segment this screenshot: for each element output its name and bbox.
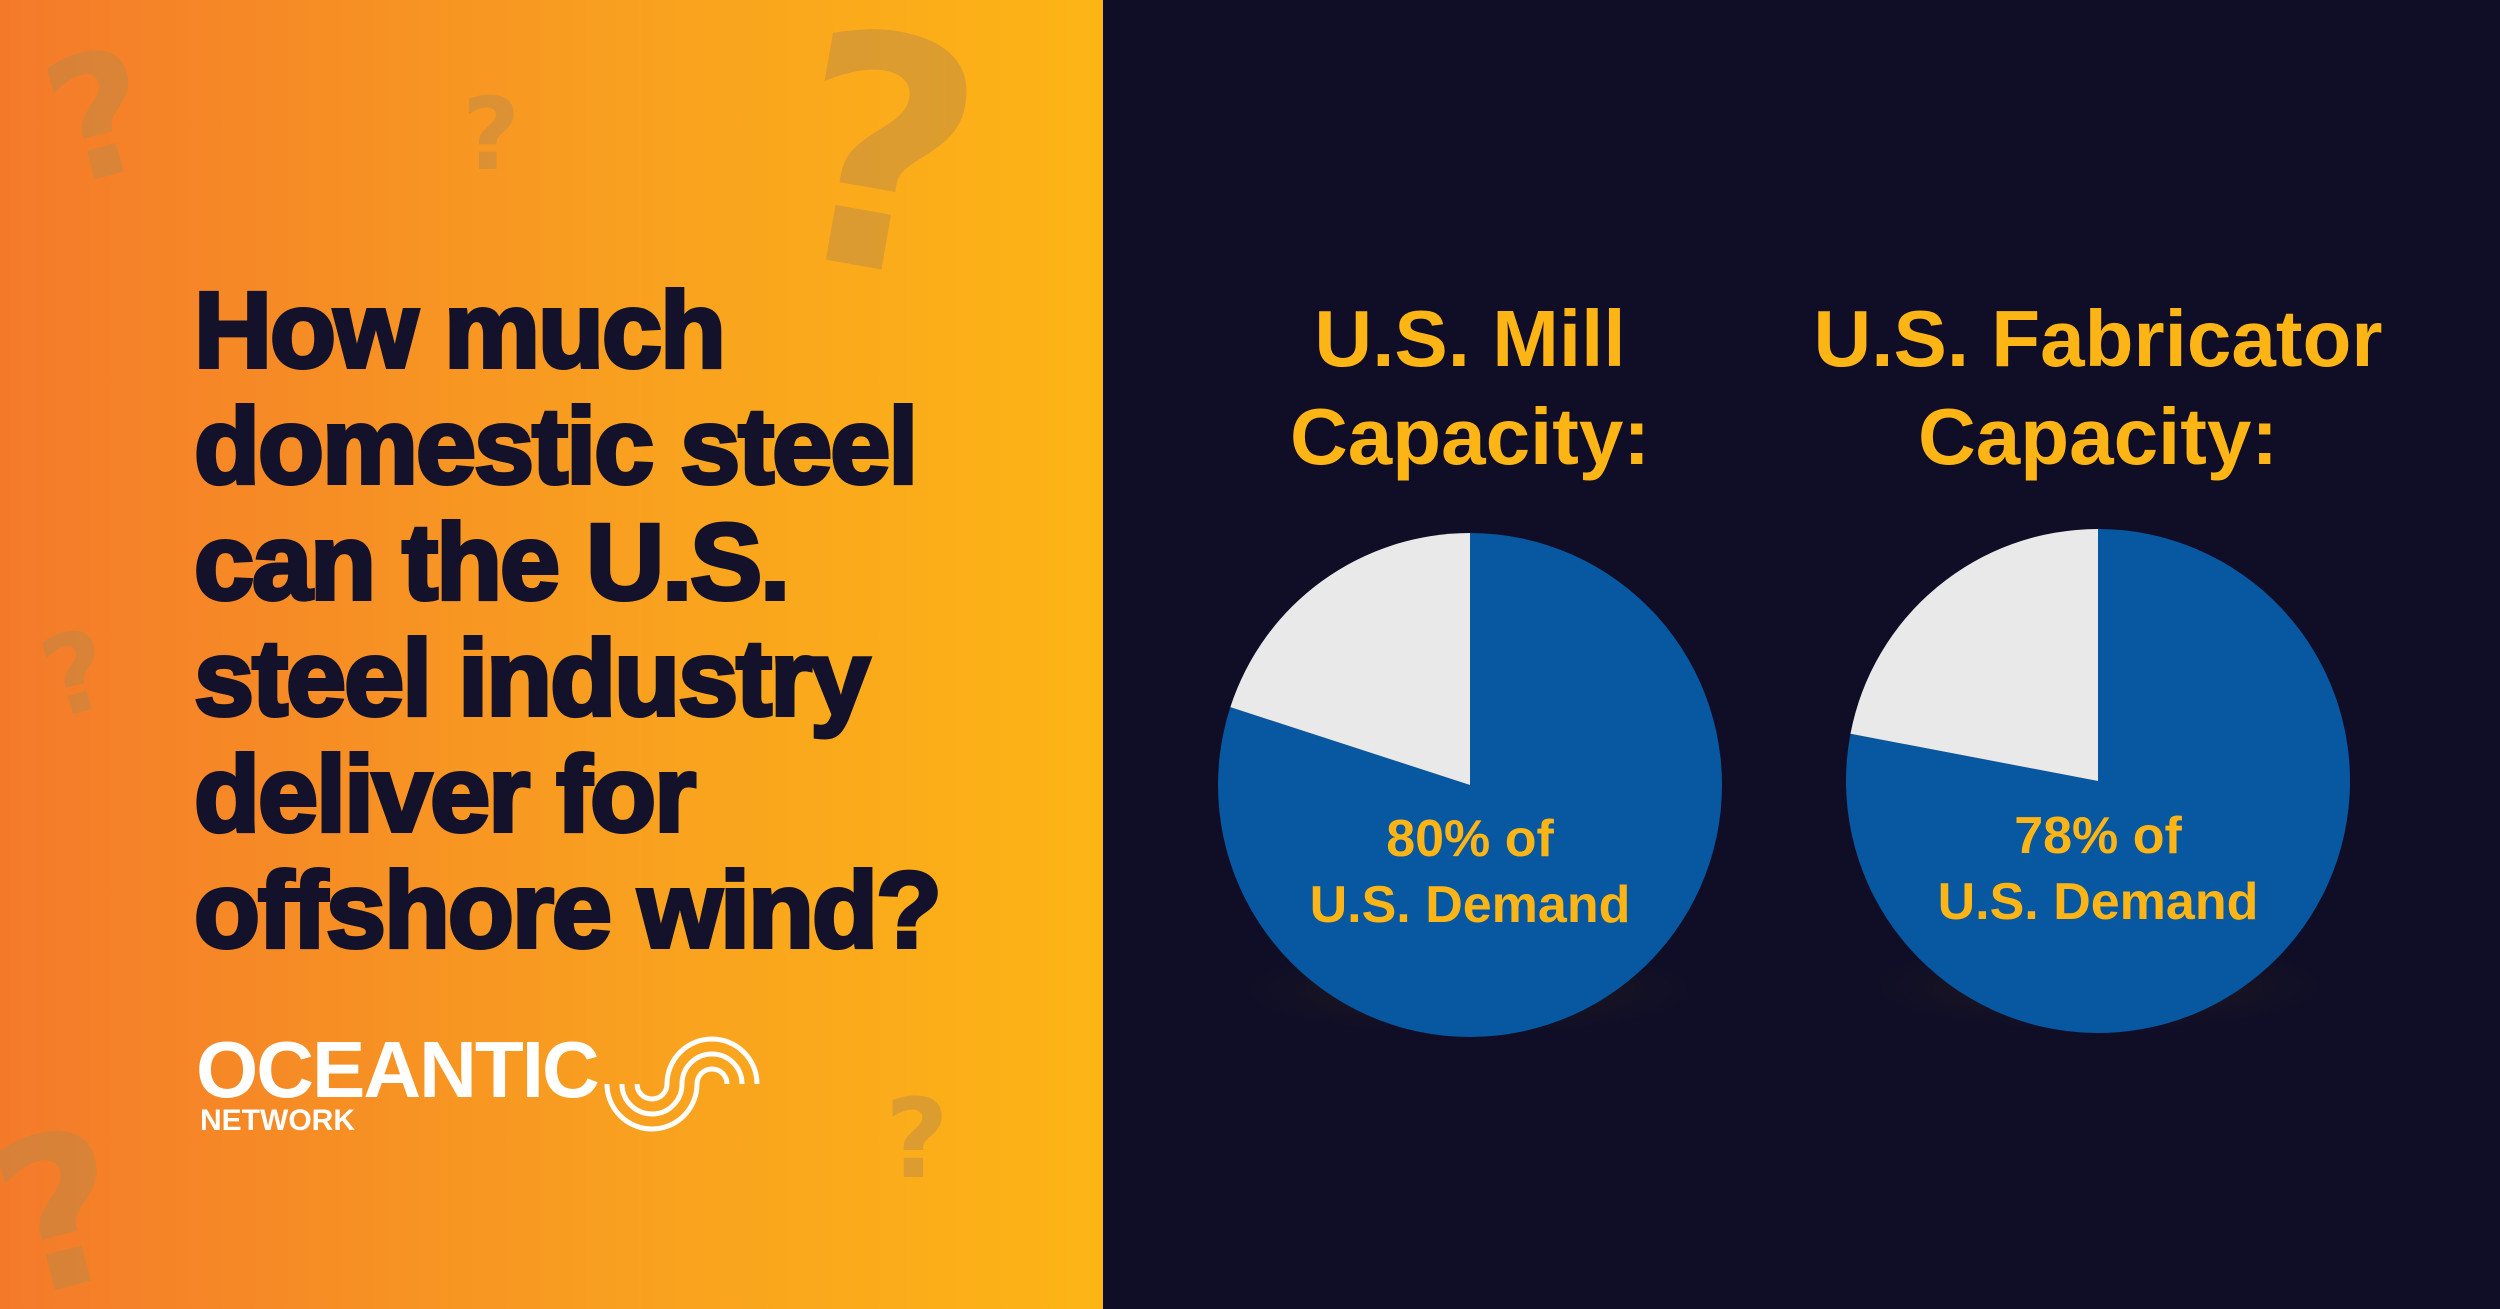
headline-line: steel industry [192, 617, 872, 738]
chart-title-fabricator: U.S. Fabricator Capacity: [1778, 290, 2418, 486]
logo-sub: NETWORK [200, 1104, 355, 1137]
headline-line: domestic steel [192, 385, 920, 506]
headline-line: deliver for [192, 733, 698, 854]
question-mark-decoration: ? [885, 1075, 949, 1203]
pie-label-fabricator: 78% of U.S. Demand [1838, 803, 2358, 935]
chart-title-line: U.S. Mill [1314, 294, 1626, 383]
pie-label-line: U.S. Demand [1937, 873, 2259, 931]
pie-slice-remaining [1230, 533, 1470, 785]
chart-title-line: Capacity: [1289, 392, 1651, 481]
chart-title-line: Capacity: [1917, 392, 2279, 481]
logo-name: OCEANTIC [196, 1025, 600, 1114]
pie-label-line: 80% of [1386, 810, 1554, 868]
pie-label-line: U.S. Demand [1309, 876, 1631, 934]
headline-line: offshore wind? [192, 849, 944, 970]
headline-line: How much [192, 269, 728, 390]
pie-slice-remaining [1850, 529, 2098, 781]
oceantic-network-logo: OCEANTIC NETWORK [196, 1025, 760, 1137]
question-mark-decoration: ? [462, 76, 521, 193]
chart-title-mill: U.S. Mill Capacity: [1170, 290, 1770, 486]
headline-line: can the U.S. [192, 501, 792, 622]
headline: How much domestic steel can the U.S. ste… [192, 269, 944, 970]
wave-icon [604, 1036, 760, 1132]
pie-label-mill: 80% of U.S. Demand [1210, 806, 1730, 938]
pie-label-line: 78% of [2014, 807, 2182, 865]
chart-title-line: U.S. Fabricator [1813, 294, 2383, 383]
left-panel: ? ? ? ? ? ? How much domestic steel can … [0, 0, 1103, 1309]
